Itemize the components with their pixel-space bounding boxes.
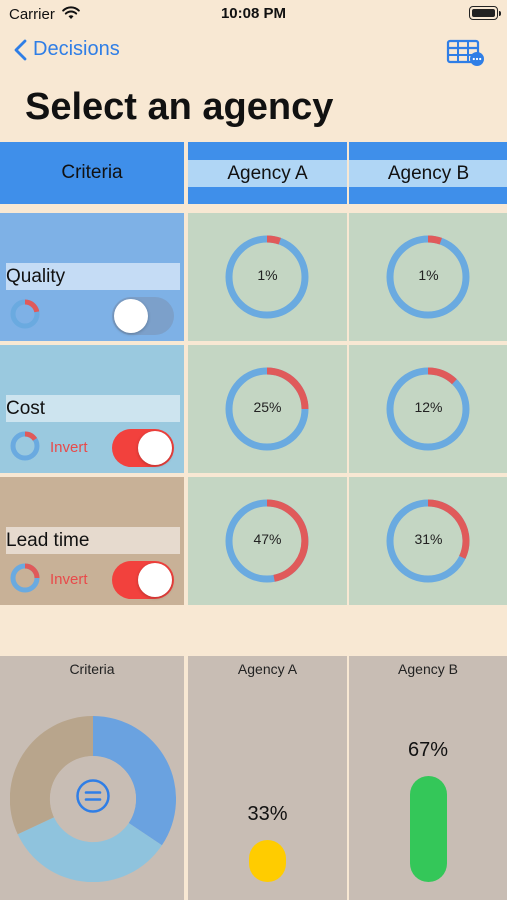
invert-toggle-quality[interactable] <box>112 297 174 335</box>
score-ring <box>386 499 470 583</box>
score-arc <box>266 499 309 582</box>
score-ring <box>386 235 470 319</box>
score-cell-cost-agency-b[interactable]: 12% <box>349 345 507 473</box>
status-bar: Carrier 10:08 PM <box>0 0 507 30</box>
back-button[interactable]: Decisions <box>14 38 120 61</box>
score-ring <box>386 367 470 451</box>
summary-agency-b-panel: Agency B 67% <box>349 656 507 900</box>
criteria-header: Criteria <box>0 142 184 204</box>
score-arc <box>266 367 309 410</box>
score-value: 1% <box>418 267 439 283</box>
toggle-knob <box>138 563 172 597</box>
score-value: 25% <box>253 399 282 415</box>
back-label: Decisions <box>33 38 120 60</box>
score-value: 47% <box>253 531 282 547</box>
weight-slice-cost <box>17 817 162 882</box>
agency-b-header[interactable]: Agency B <box>349 142 507 204</box>
toggle-knob <box>114 299 148 333</box>
wifi-icon <box>62 6 80 19</box>
criterion-cell-lead-time: Lead time Invert <box>0 477 184 605</box>
weight-ring-cost <box>10 431 40 461</box>
weight-slice-lead-time <box>10 716 93 835</box>
result-bar-agency-a <box>249 840 286 882</box>
summary-agency-a-panel: Agency A 33% <box>188 656 347 900</box>
equalize-icon[interactable] <box>75 778 111 814</box>
score-value: 1% <box>257 267 278 283</box>
score-cell-quality-agency-a[interactable]: 1% <box>188 213 347 341</box>
invert-label-cost: Invert <box>50 439 88 456</box>
score-cell-quality-agency-b[interactable]: 1% <box>349 213 507 341</box>
criteria-header-label: Criteria <box>61 162 123 183</box>
table-options-icon[interactable] <box>446 38 486 68</box>
result-agency-a: 33% <box>247 803 288 825</box>
summary-agency-a-title: Agency A <box>237 661 298 677</box>
score-cell-cost-agency-a[interactable]: 25% <box>188 345 347 473</box>
score-ring <box>225 499 309 583</box>
score-arc <box>266 235 281 245</box>
weight-slice-quality <box>93 716 176 846</box>
summary-criteria-panel: Criteria <box>0 656 184 900</box>
result-bar-agency-b <box>410 776 447 882</box>
agency-a-header-label: Agency A <box>188 160 347 187</box>
chevron-left-icon <box>14 39 27 60</box>
weight-ring-quality <box>10 299 40 329</box>
invert-toggle-lead-time[interactable] <box>112 561 174 599</box>
invert-label-lead-time: Invert <box>50 571 88 588</box>
battery-icon <box>469 6 501 20</box>
criterion-name-cost: Cost <box>6 395 180 422</box>
agency-b-header-label: Agency B <box>349 160 507 187</box>
page-title: Select an agency <box>25 86 334 128</box>
score-arc <box>427 367 457 385</box>
invert-toggle-cost[interactable] <box>112 429 174 467</box>
weight-ring-lead-time <box>10 563 40 593</box>
score-cell-lead-time-agency-a[interactable]: 47% <box>188 477 347 605</box>
carrier-label: Carrier <box>9 6 55 23</box>
criteria-weight-donut <box>10 716 176 882</box>
summary-agency-b-title: Agency B <box>398 661 458 677</box>
result-agency-b: 67% <box>407 739 449 761</box>
criterion-cell-cost: Cost Invert <box>0 345 184 473</box>
score-value: 31% <box>414 531 443 547</box>
score-arc <box>427 235 442 245</box>
criterion-name-quality: Quality <box>6 263 180 290</box>
score-ring <box>225 367 309 451</box>
score-arc <box>427 499 470 559</box>
toggle-knob <box>138 431 172 465</box>
criterion-name-lead-time: Lead time <box>6 527 180 554</box>
criterion-cell-quality: Quality <box>0 213 184 341</box>
score-ring <box>225 235 309 319</box>
clock: 10:08 PM <box>220 5 287 22</box>
summary-criteria-title: Criteria <box>69 661 115 677</box>
agency-a-header[interactable]: Agency A <box>188 142 347 204</box>
score-cell-lead-time-agency-b[interactable]: 31% <box>349 477 507 605</box>
score-value: 12% <box>414 399 443 415</box>
